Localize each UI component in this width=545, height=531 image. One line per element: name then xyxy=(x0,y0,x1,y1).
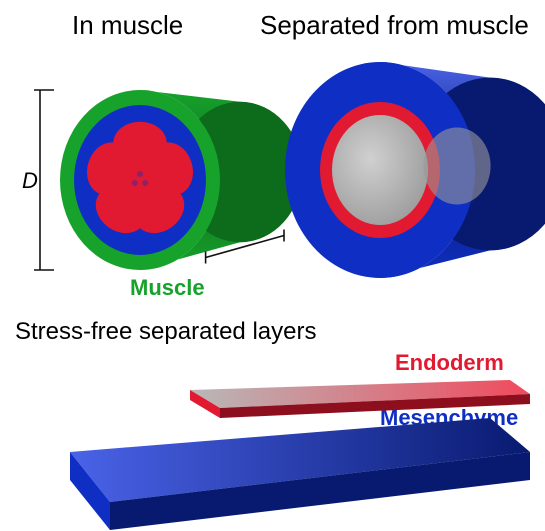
figure-svg xyxy=(0,0,545,531)
stress-free-slabs xyxy=(70,380,530,530)
in-muscle-cylinder xyxy=(60,90,302,270)
separated-cylinder xyxy=(285,62,545,278)
